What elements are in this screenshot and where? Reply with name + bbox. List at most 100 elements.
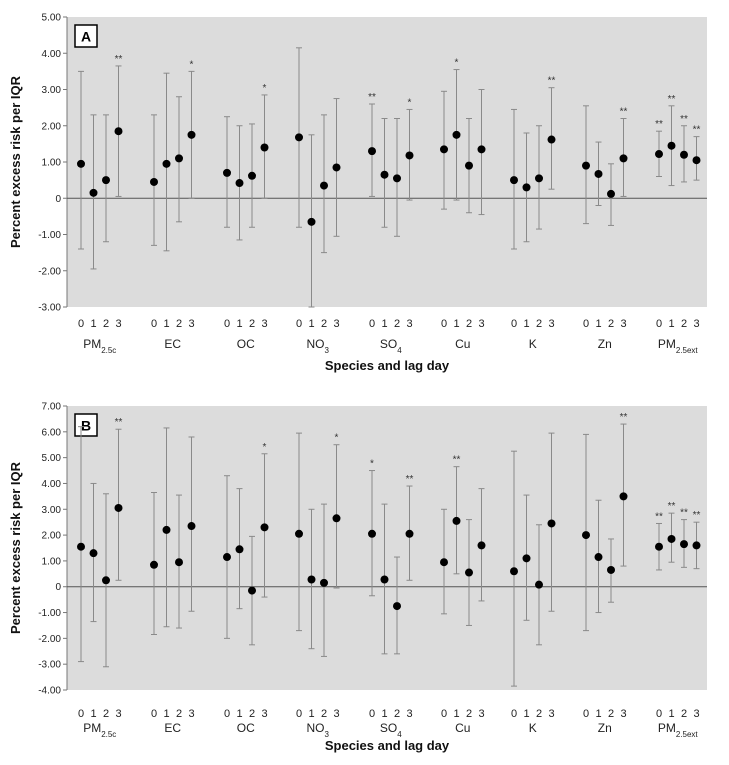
lag-tick-label: 1: [308, 318, 314, 330]
lag-tick-label: 0: [224, 708, 230, 720]
species-group: 0 1 2 3 EC: [150, 427, 196, 735]
point-estimate: [510, 567, 518, 576]
lag-tick-label: 1: [90, 708, 96, 720]
lag-tick-label: 0: [151, 318, 157, 330]
lag-tick-label: 3: [620, 708, 626, 720]
point-estimate: [248, 586, 256, 595]
point-estimate: [680, 540, 688, 549]
point-estimate: [594, 553, 603, 562]
species-name: OC: [237, 721, 255, 735]
lag-tick-label: 3: [693, 318, 699, 330]
lag-tick-label: 1: [523, 708, 529, 720]
species-label: EC: [164, 721, 181, 735]
point-estimate: [150, 177, 158, 186]
lag-tick-label: 2: [321, 708, 327, 720]
lag-tick-label: 2: [536, 318, 542, 330]
y-tick-label: 5.00: [42, 453, 62, 464]
lag-tick-label: 3: [115, 318, 121, 330]
species-subscript: 4: [397, 730, 402, 739]
lag-tick-label: 3: [478, 318, 484, 330]
point-estimate: [692, 156, 701, 165]
lag-tick-label: 3: [478, 708, 484, 720]
point-estimate: [655, 150, 663, 159]
lag-tick-label: 0: [78, 708, 84, 720]
point-estimate: [440, 145, 448, 154]
lag-tick-label: 3: [261, 708, 267, 720]
point-estimate: [607, 565, 615, 574]
lag-tick-label: 0: [511, 318, 517, 330]
species-label: OC: [237, 337, 255, 351]
lag-tick-label: 3: [406, 318, 412, 330]
point-estimate: [77, 159, 85, 168]
species-name: Cu: [455, 337, 470, 351]
significance-marker: **: [620, 412, 628, 423]
point-estimate: [114, 503, 123, 512]
point-estimate: [607, 189, 615, 198]
y-tick-label: 4.00: [42, 479, 62, 490]
lag-tick-label: 0: [369, 708, 375, 720]
species-group: 0 1 2 * 3 OC: [223, 83, 269, 351]
lag-tick-label: 2: [394, 708, 400, 720]
y-tick-label: 0: [55, 582, 61, 593]
species-name: OC: [237, 337, 255, 351]
species-name: K: [529, 721, 537, 735]
lag-tick-label: 3: [261, 318, 267, 330]
lag-tick-label: 2: [321, 318, 327, 330]
species-label: SO4: [380, 721, 402, 739]
y-tick-label: 1.00: [42, 158, 62, 169]
lag-tick-label: 0: [296, 708, 302, 720]
y-axis-title: Percent excess risk per IQR: [8, 75, 23, 248]
species-subscript: 2.5ext: [676, 346, 699, 355]
species-name: PM: [658, 337, 676, 351]
point-estimate: [380, 170, 389, 179]
lag-tick-label: 1: [453, 318, 459, 330]
significance-marker: **: [115, 54, 123, 65]
y-tick-label: 5.00: [42, 13, 62, 24]
lag-tick-label: 2: [608, 708, 614, 720]
species-subscript: 2.5c: [101, 346, 116, 355]
lag-tick-label: 1: [595, 708, 601, 720]
panel-label: A: [81, 29, 91, 45]
species-label: K: [529, 721, 537, 735]
significance-marker: **: [693, 125, 701, 136]
significance-marker: *: [263, 442, 267, 453]
point-estimate: [692, 541, 701, 550]
significance-marker: **: [655, 511, 663, 522]
point-estimate: [162, 159, 171, 168]
y-tick-label: 3.00: [42, 505, 62, 516]
plot-area: [67, 406, 707, 690]
significance-marker: **: [655, 119, 663, 130]
point-estimate: [235, 545, 244, 554]
species-label: NO3: [307, 337, 330, 355]
species-name: K: [529, 337, 537, 351]
lag-tick-label: 1: [523, 318, 529, 330]
point-estimate: [380, 575, 389, 584]
y-tick-label: 6.00: [42, 427, 62, 438]
significance-marker: **: [668, 501, 676, 512]
species-label: Cu: [455, 337, 470, 351]
y-tick-label: 7.00: [42, 402, 62, 413]
point-estimate: [175, 154, 183, 163]
lag-tick-label: 1: [453, 708, 459, 720]
panel-label-box: B: [74, 413, 98, 437]
lag-tick-label: 0: [441, 708, 447, 720]
lag-tick-label: 3: [188, 318, 194, 330]
point-estimate: [393, 602, 401, 611]
lag-tick-label: 2: [176, 708, 182, 720]
lag-tick-label: 0: [511, 708, 517, 720]
y-tick-label: 3.00: [42, 85, 62, 96]
lag-tick-label: 0: [583, 318, 589, 330]
significance-marker: **: [693, 510, 701, 521]
significance-marker: **: [115, 417, 123, 428]
y-tick-label: -3.00: [38, 303, 61, 314]
lag-tick-label: 3: [620, 318, 626, 330]
point-estimate: [162, 525, 171, 534]
y-axis-title: Percent excess risk per IQR: [8, 461, 23, 634]
point-estimate: [522, 183, 531, 192]
species-group: ** 0 1 2 * 3 SO4: [368, 92, 414, 355]
x-axis-title: Species and lag day: [325, 738, 450, 753]
species-name: PM: [658, 721, 676, 735]
lag-tick-label: 0: [441, 318, 447, 330]
point-estimate: [332, 163, 341, 172]
